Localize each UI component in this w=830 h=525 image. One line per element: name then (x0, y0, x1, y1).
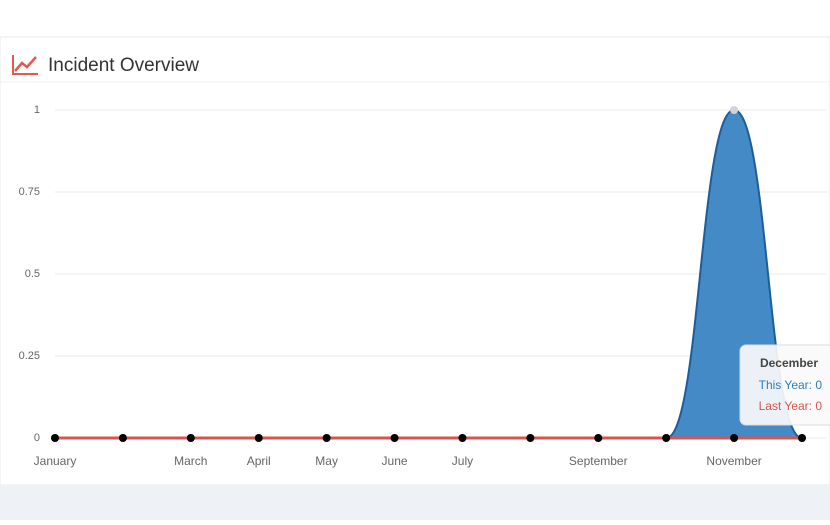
next-panel (0, 485, 830, 520)
data-point (458, 434, 467, 442)
data-point (186, 434, 195, 442)
x-tick-label: May (315, 454, 338, 468)
tooltip-line: Last Year: 0 (759, 399, 823, 413)
tooltip-line: This Year: 0 (759, 378, 823, 392)
x-tick-label: April (247, 454, 271, 468)
data-point (798, 434, 806, 442)
series-area (55, 110, 802, 438)
tooltip-title: December (760, 356, 818, 370)
tooltip: December This Year: 0 Last Year: 0 (739, 344, 830, 426)
data-point (730, 434, 739, 442)
tooltip-box (739, 344, 830, 426)
data-point (526, 434, 535, 442)
chart-title: Incident Overview (48, 55, 199, 76)
data-point (118, 434, 127, 442)
y-tick-label: 1 (34, 104, 40, 116)
x-tick-label: November (706, 454, 761, 468)
data-point (322, 434, 331, 442)
y-tick-label: 0 (34, 432, 40, 444)
x-tick-label: January (34, 454, 77, 468)
x-tick-label: September (569, 454, 628, 468)
x-tick-label: June (382, 454, 408, 468)
data-point (594, 434, 603, 442)
y-tick-label: 0.75 (19, 186, 40, 198)
data-point (730, 106, 739, 114)
data-point (390, 434, 399, 442)
data-point (51, 434, 59, 442)
y-tick-label: 0.5 (25, 268, 40, 280)
x-tick-label: July (452, 454, 473, 468)
data-point (662, 434, 671, 442)
y-tick-label: 0.25 (19, 350, 40, 362)
chart-icon (12, 55, 38, 75)
x-tick-label: March (174, 454, 207, 468)
data-point (254, 434, 263, 442)
